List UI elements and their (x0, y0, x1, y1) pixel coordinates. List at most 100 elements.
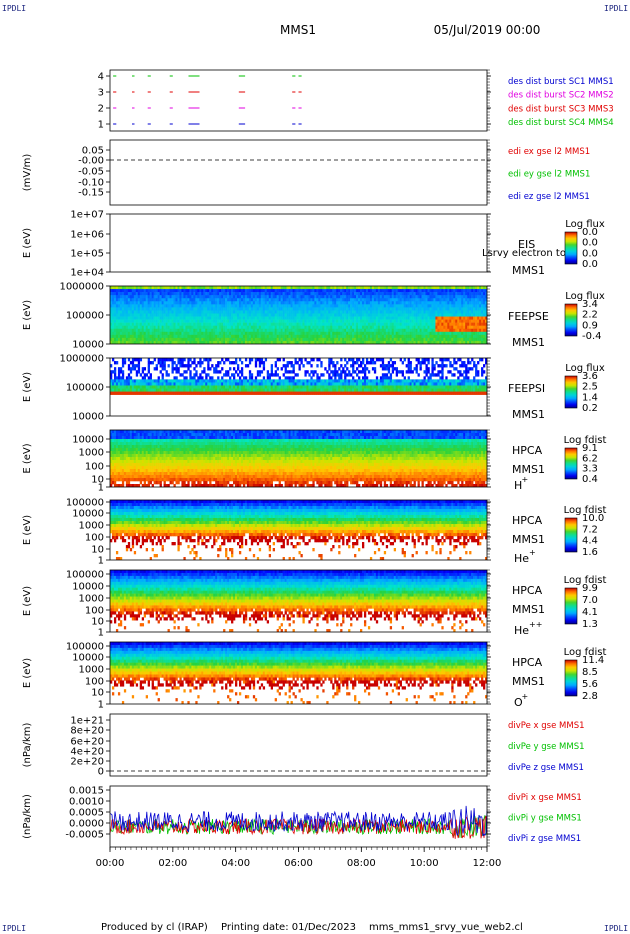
hpca_he-colorbar-tick: 4.4 (582, 536, 598, 547)
eis-ytick-label: 1e+07 (70, 210, 104, 221)
hpca_hepp-ytick-label: 10000 (72, 582, 104, 593)
panels-group: 4 3 2 1 des dist burst SC1 MMS1 des dist burs… (22, 69, 614, 848)
footer-printing-date: Printing date: 01/Dec/2023 (221, 922, 356, 933)
eis-colorbar-title: Log flux (565, 219, 605, 230)
panel-burst: 4 3 2 1 des dist burst SC1 MMS1 des dist burs… (98, 69, 614, 132)
hpca_he-colorbar-title: Log fdist (564, 505, 607, 516)
hpca_hepp-sc-label: MMS1 (512, 603, 545, 616)
feepsi-colorbar-tick: 0.2 (582, 403, 598, 414)
feepsi-ytick-label: 10000 (72, 412, 104, 423)
hpca_o-sc-label: MMS1 (512, 675, 545, 688)
feepse-instrument-label: FEEPSE (508, 310, 549, 323)
burst-legend-item: des dist burst SC2 MMS2 (508, 91, 614, 101)
hpca_o-ytick-label: 1000 (79, 665, 104, 676)
divpi-ylabel: (nPa/km) (22, 794, 33, 839)
eis-frame (109, 213, 488, 273)
hpca_hepp-colorbar-tick: 1.3 (582, 619, 598, 630)
hpca_hepp-frame (109, 569, 488, 633)
time-tick-label: 04:00 (221, 858, 250, 869)
edi-ytick-label: -0.05 (78, 167, 104, 178)
hpca_he-colorbar-tick: 7.2 (582, 524, 598, 535)
hpca_o-species-charge: + (522, 692, 529, 701)
divpe-frame (109, 713, 488, 777)
feepsi-colorbar-title: Log flux (565, 363, 605, 374)
eis-instrument-label: EIS (518, 238, 535, 251)
feepse-sc-label: MMS1 (512, 336, 545, 349)
feepse-colorbar (564, 303, 578, 337)
panel-eis: 1e+07 1e+06 1e+05 1e+04 E (eV) EIS MMS1 Lsrvy e… (22, 210, 605, 279)
hpca_hepp-instrument-label: HPCA (512, 584, 543, 597)
divpi-legend-item: divPi y gse MMS1 (508, 814, 582, 824)
hpca_h-ytick-label: 1 (98, 483, 104, 494)
hpca_h-spectrogram (110, 430, 487, 487)
edi-ytick-label: 0.05 (82, 146, 104, 157)
hpca_hepp-ytick-label: 1 (98, 628, 104, 639)
eis-colorbar (564, 231, 578, 265)
hpca_o-species-label: O (514, 696, 523, 709)
feepsi-instrument-label: FEEPSI (508, 382, 545, 395)
edi-legend-item: edi ex gse l2 MMS1 (508, 147, 590, 157)
hpca_he-ytick-label: 10000 (72, 509, 104, 520)
hpca_he-ytick-label: 1000 (79, 521, 104, 532)
divpe-ytick-label: 2e+20 (70, 757, 104, 768)
hpca_he-ytick-label: 1 (98, 556, 104, 567)
divpi-legend-item: divPi z gse MMS1 (508, 834, 581, 844)
eis-ylabel: E (eV) (22, 228, 33, 258)
divpi-legend-item: divPi x gse MMS1 (508, 793, 582, 803)
edi-legend-item: edi ey gse l2 MMS1 (508, 170, 590, 180)
feepse-ytick-label: 100000 (66, 311, 104, 322)
corner-label-top-left: IPDLI (2, 4, 27, 13)
edi-ylabel: (mV/m) (22, 154, 33, 192)
feepse-ytick-label: 10000 (72, 340, 104, 351)
time-tick-label: 00:00 (96, 858, 125, 869)
burst-ytick-label: 2 (98, 104, 104, 115)
edi-legend-item: edi ez gse l2 MMS1 (508, 192, 590, 202)
eis-overlay-label: Lsrvy electron to (482, 248, 566, 259)
hpca_hepp-colorbar-tick: 9.9 (582, 583, 598, 594)
hpca_o-ytick-label: 1 (98, 700, 104, 711)
hpca_h-colorbar-tick: 6.2 (582, 453, 598, 464)
burst-ytick-label: 4 (98, 72, 104, 83)
hpca_h-colorbar-tick: 9.1 (582, 443, 598, 454)
hpca_o-ytick-label: 10 (91, 688, 104, 699)
hpca_o-ytick-label: 100 (85, 677, 104, 688)
hpca_hepp-ytick-label: 100 (85, 606, 104, 617)
hpca_h-colorbar-title: Log fdist (564, 435, 607, 446)
panel-feepsi: 1000000 100000 10000 E (eV) FEEPSI MMS1 Log fl… (22, 354, 605, 423)
corner-label-bottom-right: IPDLI (604, 924, 629, 933)
panel-feepse: 1000000 100000 10000 E (eV) FEEPSE MMS1 Log fl… (22, 282, 605, 351)
eis-sc-label: MMS1 (512, 264, 545, 277)
hpca_hepp-spectrogram (110, 570, 487, 632)
hpca_hepp-ytick-label: 1000 (79, 594, 104, 605)
hpca_he-species-label: He (514, 552, 529, 565)
feepse-colorbar-tick: 2.2 (582, 310, 598, 321)
divpe-ytick-label: 1e+21 (70, 716, 104, 727)
eis-ytick-label: 1e+05 (70, 249, 104, 260)
edi-ytick-label: -0.10 (78, 178, 104, 189)
plot-title: MMS1 (280, 23, 316, 37)
feepse-colorbar-tick: 0.9 (582, 320, 598, 331)
hpca_o-colorbar-tick: 5.6 (582, 679, 598, 690)
corner-label-bottom-left: IPDLI (2, 924, 27, 933)
feepse-spectrogram (110, 286, 487, 344)
hpca_h-ytick-label: 1000 (79, 448, 104, 459)
hpca_he-colorbar-tick: 10.0 (582, 513, 604, 524)
hpca_o-ylabel: E (eV) (22, 658, 33, 688)
hpca_o-colorbar-tick: 8.5 (582, 667, 598, 678)
feepsi-ytick-label: 100000 (66, 383, 104, 394)
hpca_hepp-colorbar-tick: 7.0 (582, 595, 598, 606)
footer-file: mms_mms1_srvy_vue_web2.cl (369, 922, 523, 933)
feepsi-colorbar (564, 375, 578, 409)
feepse-ylabel: E (eV) (22, 300, 33, 330)
eis-colorbar-tick: 0.0 (582, 248, 598, 259)
hpca_o-ytick-label: 10000 (72, 653, 104, 664)
feepsi-colorbar-tick: 3.6 (582, 371, 598, 382)
hpca_o-spectrogram (110, 642, 487, 704)
divpi-series-line (109, 805, 488, 837)
divpe-legend-item: divPe y gse MMS1 (508, 742, 585, 752)
feepse-ytick-label: 1000000 (59, 282, 104, 293)
eis-ytick-label: 1e+04 (70, 268, 104, 279)
eis-colorbar-tick: 0.0 (582, 238, 598, 249)
